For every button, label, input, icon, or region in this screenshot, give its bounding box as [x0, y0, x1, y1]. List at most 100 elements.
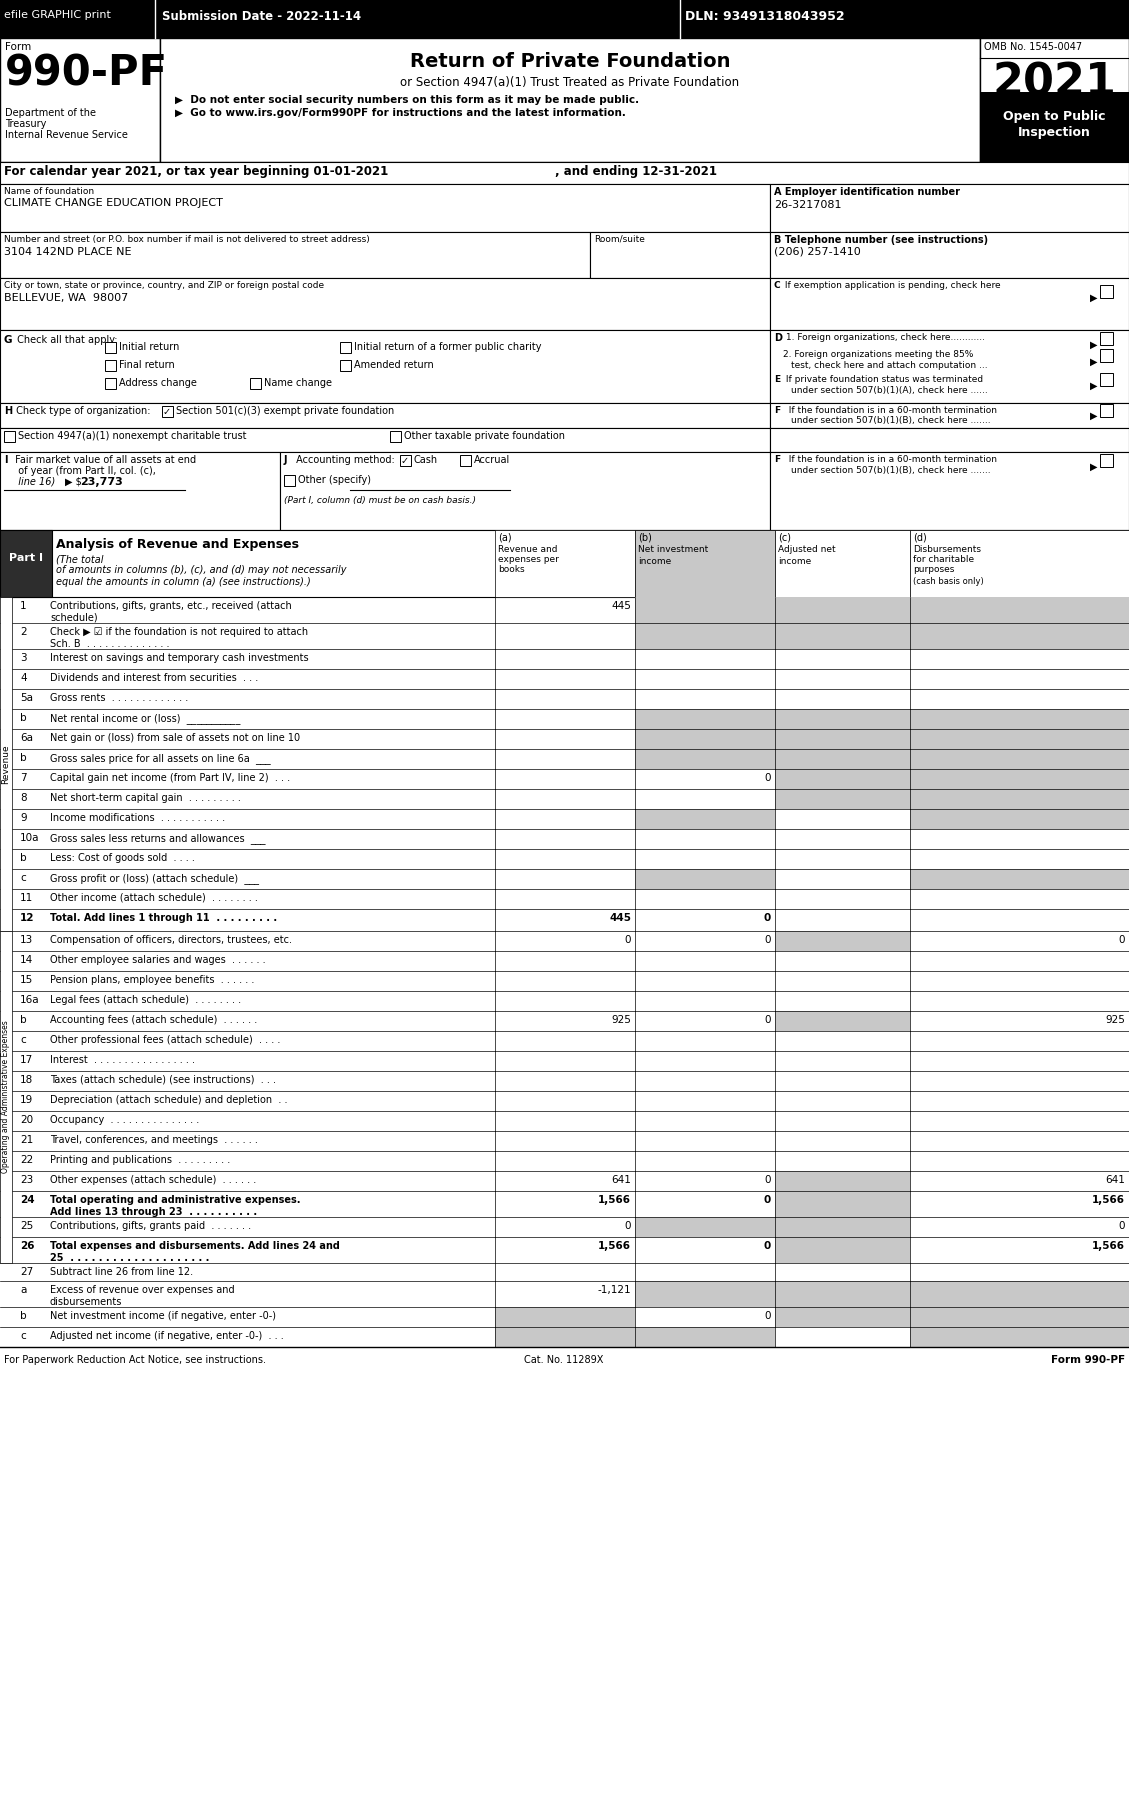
Text: Check all that apply:: Check all that apply:: [14, 334, 117, 345]
Bar: [910, 789, 1129, 809]
Text: 1: 1: [20, 601, 27, 611]
Text: Depreciation (attach schedule) and depletion  . .: Depreciation (attach schedule) and deple…: [50, 1095, 288, 1106]
Text: under section 507(b)(1)(B), check here .......: under section 507(b)(1)(B), check here .…: [791, 466, 990, 475]
Bar: [910, 530, 1129, 597]
Bar: [0, 1052, 1129, 1072]
Text: 2. Foreign organizations meeting the 85%: 2. Foreign organizations meeting the 85%: [784, 351, 973, 360]
Text: Name of foundation: Name of foundation: [5, 187, 94, 196]
Text: 0: 0: [764, 1176, 771, 1185]
Text: 21: 21: [20, 1135, 33, 1145]
Text: 13: 13: [20, 935, 33, 946]
Text: Travel, conferences, and meetings  . . . . . .: Travel, conferences, and meetings . . . …: [50, 1135, 257, 1145]
Bar: [910, 1307, 1129, 1327]
Text: Form 990-PF: Form 990-PF: [1051, 1356, 1124, 1365]
Bar: [0, 0, 1129, 38]
Text: Final return: Final return: [119, 360, 175, 370]
Bar: [0, 597, 12, 931]
Text: Section 501(c)(3) exempt private foundation: Section 501(c)(3) exempt private foundat…: [176, 406, 394, 415]
Bar: [770, 428, 1129, 451]
Text: Net rental income or (loss)  ___________: Net rental income or (loss) ___________: [50, 714, 240, 725]
Text: Pension plans, employee benefits  . . . . . .: Pension plans, employee benefits . . . .…: [50, 975, 254, 985]
Text: schedule): schedule): [50, 613, 97, 622]
Text: Net short-term capital gain  . . . . . . . . .: Net short-term capital gain . . . . . . …: [50, 793, 240, 804]
Text: 25: 25: [20, 1221, 33, 1232]
Bar: [0, 1237, 1129, 1262]
Text: 3104 142ND PLACE NE: 3104 142ND PLACE NE: [5, 246, 131, 257]
Text: test, check here and attach computation ...: test, check here and attach computation …: [791, 361, 988, 370]
Text: 641: 641: [611, 1176, 631, 1185]
Text: CLIMATE CHANGE EDUCATION PROJECT: CLIMATE CHANGE EDUCATION PROJECT: [5, 198, 222, 209]
Bar: [495, 1327, 634, 1347]
Text: Accrual: Accrual: [474, 455, 510, 466]
Text: 11: 11: [20, 894, 33, 903]
Bar: [1100, 455, 1113, 467]
Bar: [0, 1170, 1129, 1190]
Text: Add lines 13 through 23  . . . . . . . . . .: Add lines 13 through 23 . . . . . . . . …: [50, 1206, 257, 1217]
Text: b: b: [20, 714, 27, 723]
Text: Adjusted net: Adjusted net: [778, 545, 835, 554]
Text: Gross sales price for all assets on line 6a  ___: Gross sales price for all assets on line…: [50, 753, 271, 764]
Bar: [774, 789, 910, 809]
Bar: [634, 1280, 774, 1307]
Text: Submission Date - 2022-11-14: Submission Date - 2022-11-14: [161, 11, 361, 23]
Text: Other income (attach schedule)  . . . . . . . .: Other income (attach schedule) . . . . .…: [50, 894, 257, 903]
Bar: [0, 809, 1129, 829]
Text: 1,566: 1,566: [1092, 1241, 1124, 1251]
Bar: [0, 530, 1129, 597]
Text: 18: 18: [20, 1075, 33, 1084]
Text: Accounting fees (attach schedule)  . . . . . .: Accounting fees (attach schedule) . . . …: [50, 1016, 257, 1025]
Text: Amended return: Amended return: [355, 360, 434, 370]
Text: If the foundation is in a 60-month termination: If the foundation is in a 60-month termi…: [784, 406, 997, 415]
Text: or Section 4947(a)(1) Trust Treated as Private Foundation: or Section 4947(a)(1) Trust Treated as P…: [401, 76, 739, 88]
Text: 24: 24: [20, 1196, 35, 1205]
Text: Part I: Part I: [9, 554, 43, 563]
Text: (c): (c): [778, 532, 791, 543]
Text: -1,121: -1,121: [597, 1286, 631, 1295]
Bar: [0, 403, 770, 428]
Text: Check type of organization:: Check type of organization:: [14, 406, 150, 415]
Text: Analysis of Revenue and Expenses: Analysis of Revenue and Expenses: [56, 538, 299, 550]
Text: 0: 0: [1119, 1221, 1124, 1232]
Text: , and ending 12-31-2021: , and ending 12-31-2021: [555, 165, 717, 178]
Text: Fair market value of all assets at end: Fair market value of all assets at end: [12, 455, 196, 466]
Text: Cash: Cash: [414, 455, 438, 466]
Text: Address change: Address change: [119, 378, 196, 388]
Text: ✓: ✓: [401, 457, 409, 466]
Bar: [774, 597, 910, 622]
Bar: [495, 1307, 634, 1327]
Bar: [634, 597, 774, 622]
Text: income: income: [638, 557, 672, 566]
Text: disbursements: disbursements: [50, 1296, 122, 1307]
Bar: [770, 331, 1129, 403]
Bar: [910, 809, 1129, 829]
Text: b: b: [20, 852, 27, 863]
Bar: [105, 378, 116, 388]
Bar: [160, 38, 980, 162]
Bar: [1100, 405, 1113, 417]
Text: Less: Cost of goods sold  . . . .: Less: Cost of goods sold . . . .: [50, 852, 195, 863]
Bar: [910, 708, 1129, 728]
Bar: [634, 809, 774, 829]
Bar: [770, 183, 1129, 232]
Text: ▶: ▶: [1089, 381, 1097, 390]
Text: 25  . . . . . . . . . . . . . . . . . . . .: 25 . . . . . . . . . . . . . . . . . . .…: [50, 1253, 209, 1262]
Text: 0: 0: [764, 935, 771, 946]
Text: Occupancy  . . . . . . . . . . . . . . .: Occupancy . . . . . . . . . . . . . . .: [50, 1115, 199, 1126]
Bar: [0, 530, 52, 597]
Bar: [460, 455, 471, 466]
Text: 3: 3: [20, 653, 27, 663]
Text: ▶: ▶: [1089, 293, 1097, 304]
Text: line 16): line 16): [12, 476, 55, 487]
Text: Treasury: Treasury: [5, 119, 46, 129]
Bar: [774, 1170, 910, 1190]
Text: 7: 7: [20, 773, 27, 782]
Text: Interest  . . . . . . . . . . . . . . . . .: Interest . . . . . . . . . . . . . . . .…: [50, 1055, 195, 1064]
Text: for charitable: for charitable: [913, 556, 974, 565]
Bar: [0, 428, 770, 451]
Text: Other professional fees (attach schedule)  . . . .: Other professional fees (attach schedule…: [50, 1036, 280, 1045]
Text: Inspection: Inspection: [1017, 126, 1091, 138]
Bar: [0, 1072, 1129, 1091]
Bar: [0, 1327, 1129, 1347]
Text: 445: 445: [609, 913, 631, 922]
Bar: [0, 868, 1129, 888]
